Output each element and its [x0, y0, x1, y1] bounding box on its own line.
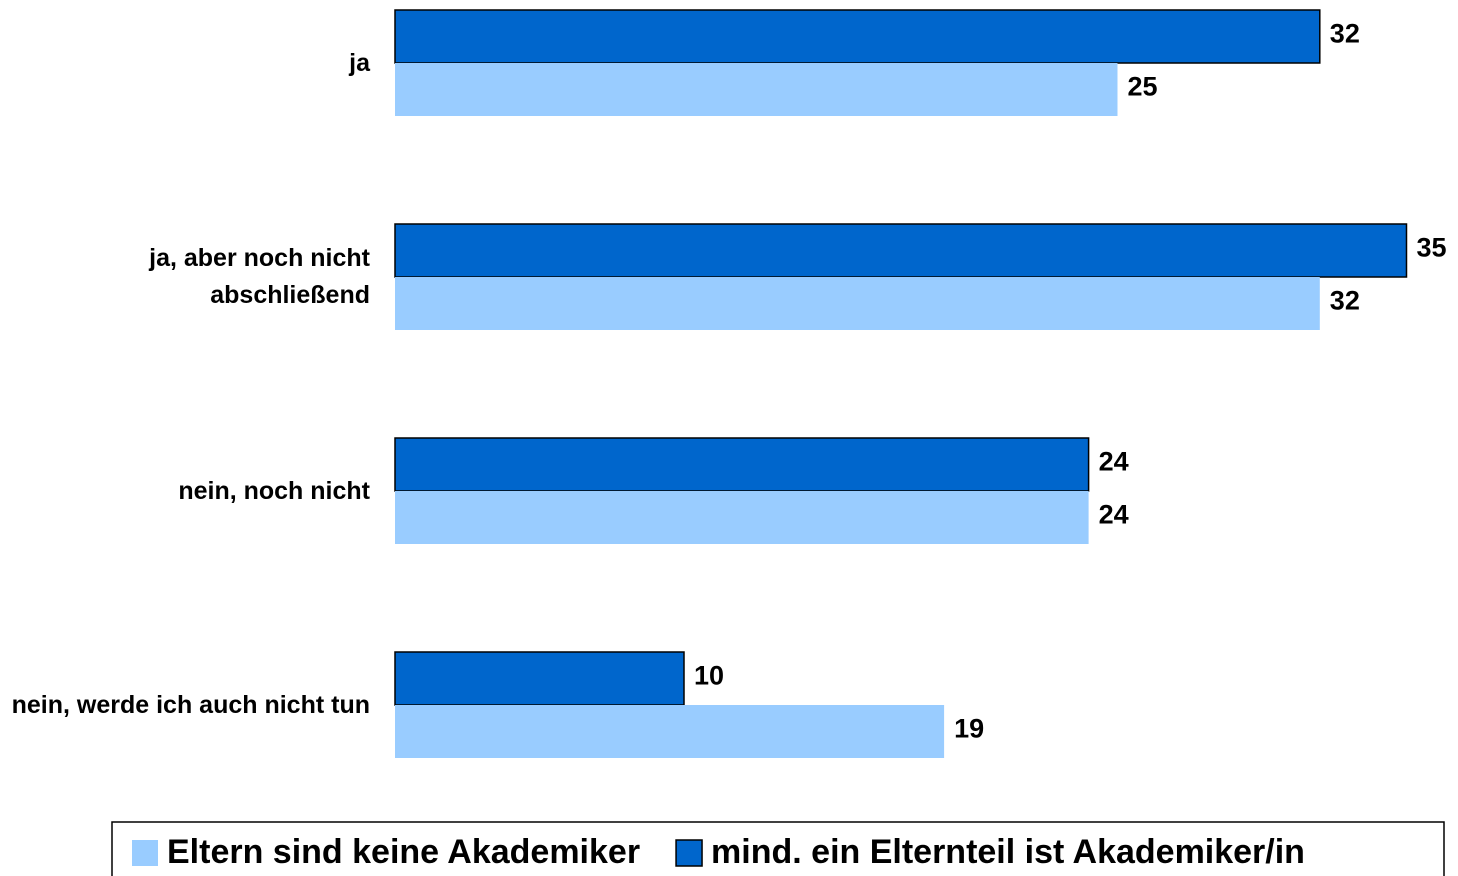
category-label: nein, werde ich auch nicht tun: [11, 690, 370, 719]
category-label: nein, noch nicht: [178, 476, 370, 505]
bar: [395, 705, 945, 758]
value-label: 24: [1099, 447, 1129, 477]
category-label: ja: [349, 48, 370, 77]
legend-label: mind. ein Elternteil ist Akademiker/in: [711, 833, 1305, 871]
bar: [395, 63, 1118, 116]
bar: [394, 223, 1408, 278]
value-label: 19: [954, 714, 984, 744]
bar: [395, 277, 1320, 330]
value-label: 32: [1330, 286, 1360, 316]
bar: [394, 651, 685, 706]
legend-swatch: [132, 840, 158, 866]
value-label: 32: [1330, 19, 1360, 49]
bar: [395, 491, 1089, 544]
bar: [394, 437, 1090, 492]
value-label: 10: [694, 661, 724, 691]
bar: [394, 9, 1321, 64]
legend-swatch: [675, 839, 703, 867]
value-label: 24: [1099, 500, 1129, 530]
value-label: 35: [1417, 233, 1447, 263]
category-label: ja, aber noch nicht abschließend: [149, 244, 370, 309]
legend-label: Eltern sind keine Akademiker: [167, 833, 640, 871]
legend-box: [111, 821, 1445, 876]
value-label: 25: [1128, 72, 1158, 102]
